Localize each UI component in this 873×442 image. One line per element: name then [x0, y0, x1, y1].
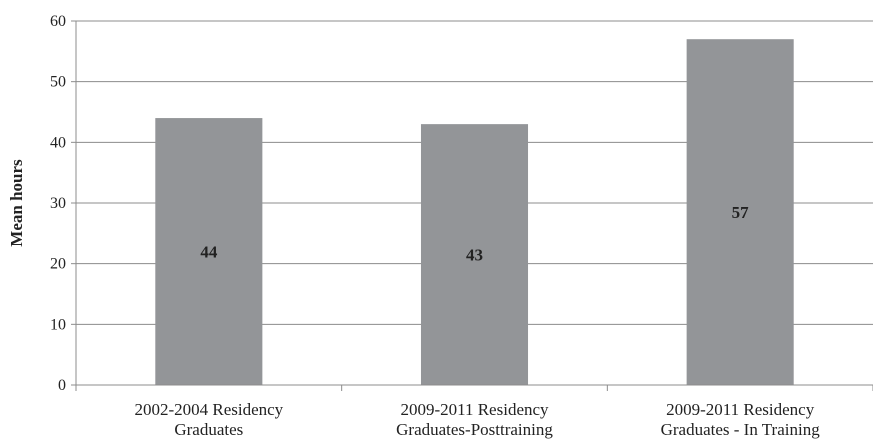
axes [71, 20, 873, 391]
data-label: 43 [466, 246, 483, 265]
y-tick-label: 40 [50, 134, 66, 151]
y-axis-label: Mean hours [7, 159, 26, 247]
bar [420, 124, 529, 385]
y-tick-label: 60 [50, 13, 66, 30]
x-category-label: 2002-2004 Residency [134, 400, 283, 419]
x-category-label: 2009-2011 Residency [400, 400, 549, 419]
data-label: 44 [200, 243, 218, 262]
x-category-label: 2009-2011 Residency [666, 400, 815, 419]
x-category-label: Graduates - In Training [661, 420, 821, 439]
bars [155, 39, 794, 386]
y-tick-label: 0 [58, 377, 66, 394]
y-tick-label: 10 [50, 316, 66, 333]
y-tick-label: 20 [50, 256, 66, 273]
y-tick-label: 50 [50, 74, 66, 91]
x-category-label: Graduates [174, 420, 243, 439]
bar [155, 118, 263, 386]
y-tick-label: 30 [50, 195, 66, 212]
data-label: 57 [732, 203, 750, 222]
x-category-label: Graduates-Posttraining [396, 420, 553, 439]
bar [686, 39, 794, 385]
